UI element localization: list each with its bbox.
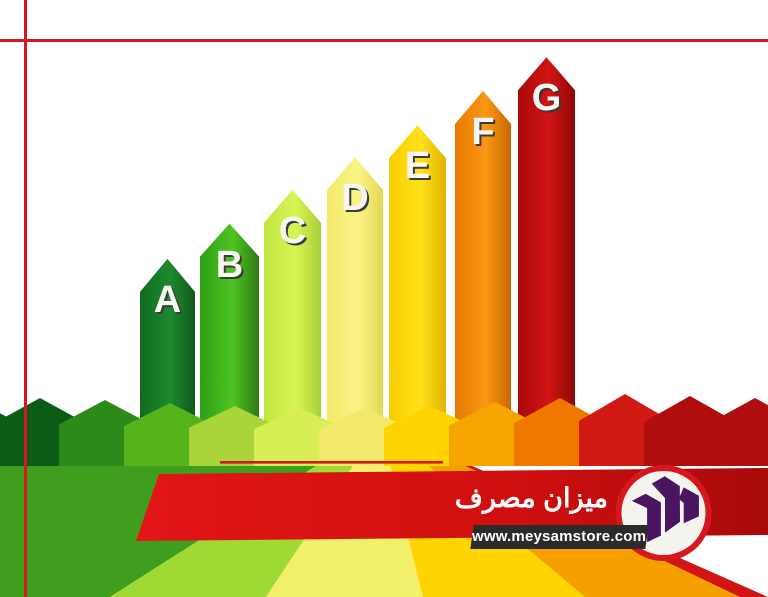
svg-text:G: G xyxy=(532,77,562,119)
svg-text:E: E xyxy=(405,145,430,187)
svg-text:D: D xyxy=(341,177,368,219)
svg-text:B: B xyxy=(216,244,243,286)
svg-text:A: A xyxy=(154,279,181,321)
svg-text:F: F xyxy=(471,111,494,153)
svg-text:C: C xyxy=(279,210,306,252)
